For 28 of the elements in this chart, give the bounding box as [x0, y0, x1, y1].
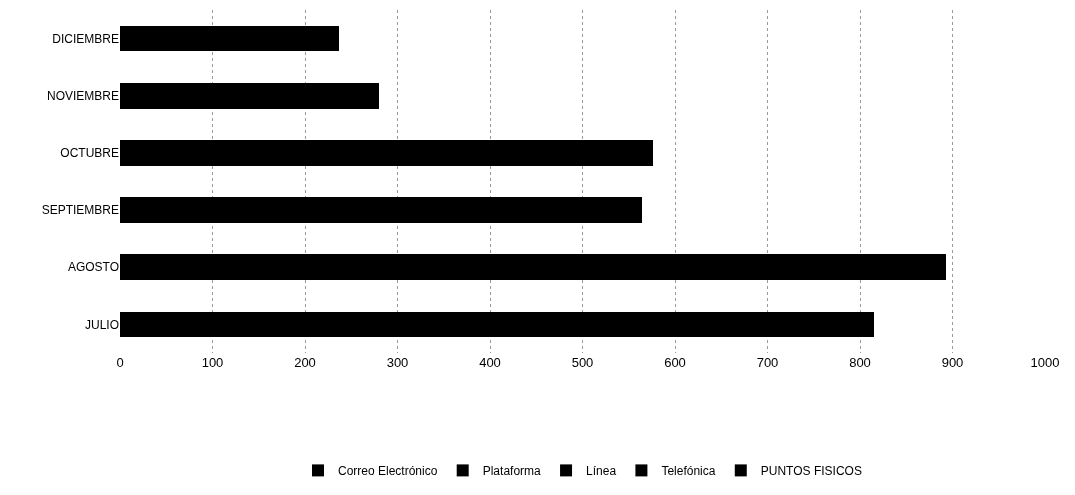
bar — [120, 25, 340, 52]
legend-label: Correo Electrónico — [338, 464, 438, 479]
bar — [120, 254, 947, 281]
legend-label: Línea — [586, 464, 617, 479]
bar — [120, 140, 653, 166]
x-tick-label: 900 — [941, 355, 964, 370]
legend-label: Plataforma — [482, 464, 542, 479]
x-tick-label: 800 — [849, 355, 871, 370]
x-tick-label: 500 — [571, 355, 594, 370]
legend-label: PUNTOS FISICOS — [760, 464, 862, 479]
x-tick-label: 0 — [116, 355, 124, 370]
x-tick-label: 700 — [756, 355, 779, 370]
y-tick-label: SEPTIEMBRE — [41, 203, 119, 218]
y-tick-label: DICIEMBRE — [52, 31, 119, 46]
x-tick-label: 1000 — [1030, 355, 1060, 370]
y-tick-label: JULIO — [84, 317, 119, 332]
y-tick-label: NOVIEMBRE — [46, 88, 119, 103]
legend-label: Telefónica — [661, 464, 716, 479]
bar — [120, 311, 874, 338]
x-tick-label: 200 — [294, 355, 316, 370]
x-tick-label: 600 — [664, 355, 686, 370]
bar — [120, 82, 379, 109]
y-tick-label: OCTUBRE — [60, 146, 119, 161]
bar — [120, 197, 642, 223]
y-tick-label: AGOSTO — [67, 260, 119, 275]
x-tick-label: 400 — [479, 355, 501, 370]
x-tick-label: 300 — [386, 355, 409, 370]
x-tick-label: 100 — [201, 355, 224, 370]
